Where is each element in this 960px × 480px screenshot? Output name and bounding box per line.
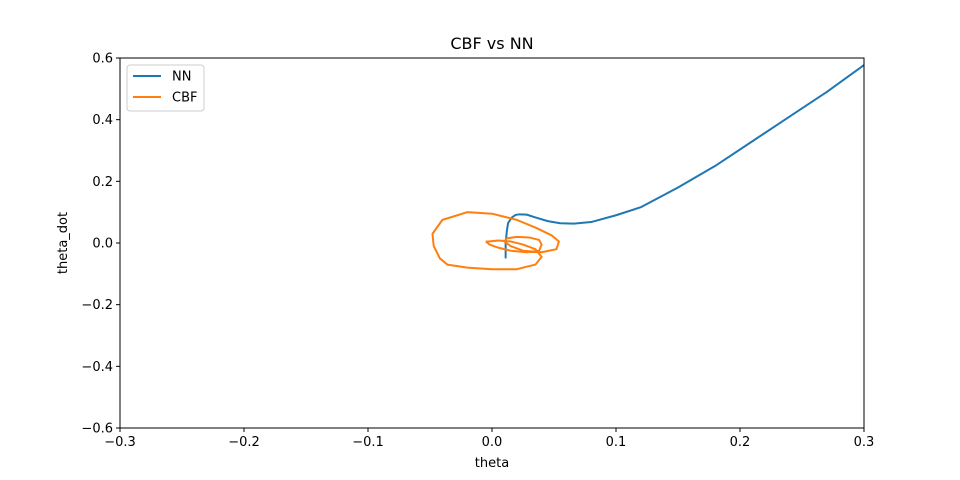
y-tick-label: 0.0 xyxy=(92,237,113,252)
x-tick-label: −0.2 xyxy=(228,435,260,450)
series-line-nn xyxy=(504,64,865,259)
legend-label-nn: NN xyxy=(172,70,191,85)
x-axis-ticks: −0.3 −0.2 −0.1 0.0 0.1 0.2 0.3 xyxy=(104,428,874,450)
y-axis-ticks: −0.6 −0.4 −0.2 0.0 0.2 0.4 0.6 xyxy=(81,52,120,437)
x-tick-label: 0.0 xyxy=(482,435,503,450)
legend-label-cbf: CBF xyxy=(172,91,197,106)
y-tick-label: 0.6 xyxy=(92,52,113,67)
x-tick-label: 0.2 xyxy=(730,435,751,450)
y-tick-label: −0.6 xyxy=(81,422,113,437)
y-tick-label: −0.4 xyxy=(81,360,113,375)
legend: NN CBF xyxy=(126,64,205,112)
x-tick-label: −0.3 xyxy=(104,435,136,450)
x-tick-label: −0.1 xyxy=(352,435,384,450)
y-tick-label: 0.2 xyxy=(92,175,113,190)
x-tick-label: 0.3 xyxy=(854,435,875,450)
y-axis-label: theta_dot xyxy=(56,212,71,274)
y-tick-label: 0.4 xyxy=(92,113,113,128)
x-tick-label: 0.1 xyxy=(606,435,627,450)
y-tick-label: −0.2 xyxy=(81,298,113,313)
plot-frame xyxy=(119,57,865,429)
plot-lines xyxy=(431,64,865,271)
x-axis-label: theta xyxy=(475,456,509,471)
chart-title: CBF vs NN xyxy=(450,34,533,53)
series-line-cbf xyxy=(431,211,560,271)
